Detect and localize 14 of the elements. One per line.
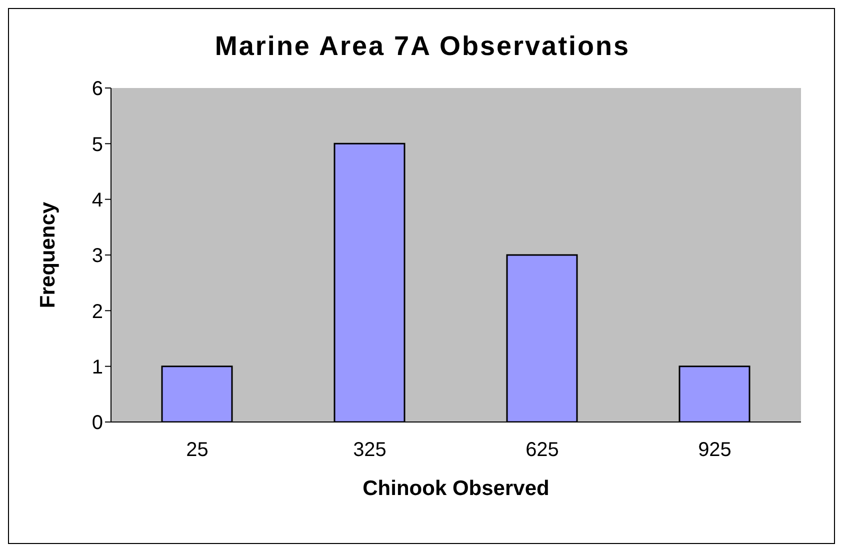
- y-tick-label: 3: [92, 245, 103, 268]
- x-tick-label: 25: [186, 439, 208, 462]
- y-tick-label: 0: [92, 412, 103, 434]
- y-tick-label: 4: [92, 189, 103, 212]
- x-axis-title: Chinook Observed: [362, 476, 550, 500]
- x-tick-label: 325: [353, 439, 386, 462]
- x-tick-label: 625: [526, 439, 559, 462]
- y-tick-label: 5: [92, 134, 103, 156]
- chart-title: Marine Area 7A Observations: [214, 31, 632, 62]
- y-tick-label: 6: [92, 78, 103, 100]
- y-axis-title: Frequency: [36, 202, 60, 308]
- y-tick-label: 2: [92, 300, 103, 323]
- y-tick-label: 1: [92, 356, 103, 378]
- x-tick-label: 925: [698, 439, 732, 462]
